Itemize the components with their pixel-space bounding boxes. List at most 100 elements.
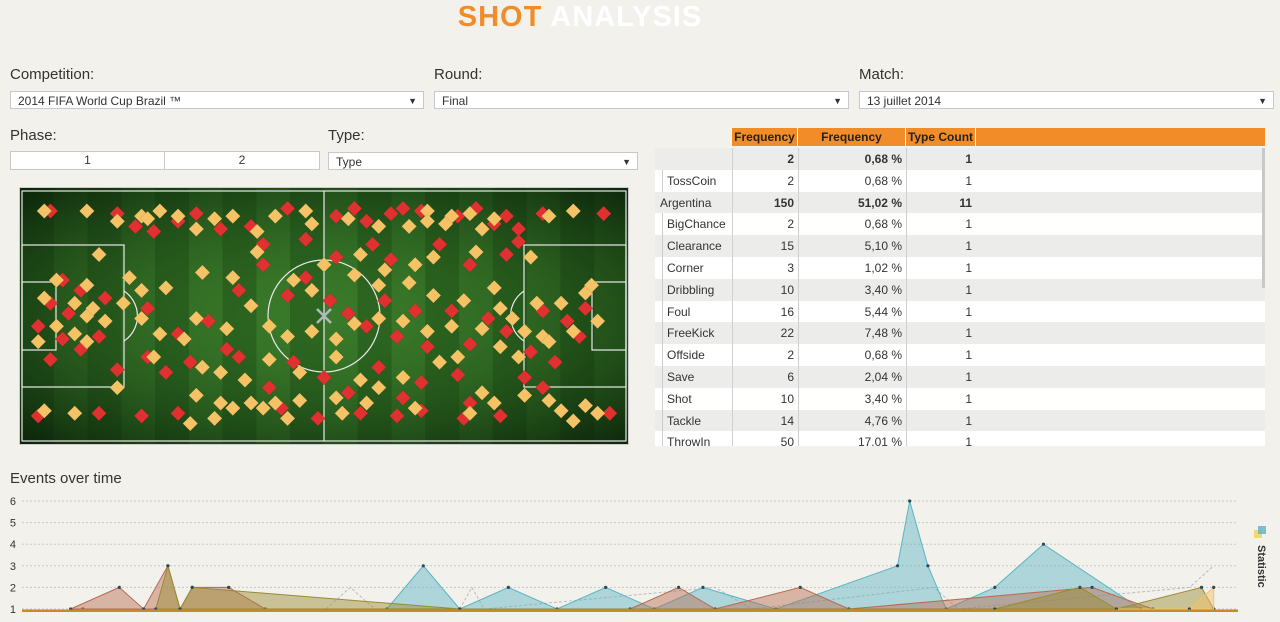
event-marker-red[interactable] bbox=[133, 407, 150, 424]
event-marker-yellow[interactable] bbox=[474, 221, 490, 237]
data-point[interactable] bbox=[993, 585, 997, 589]
event-marker-red[interactable] bbox=[413, 374, 430, 391]
event-marker-yellow[interactable] bbox=[224, 400, 241, 417]
event-marker-yellow[interactable] bbox=[303, 215, 320, 232]
round-select[interactable]: Final ▼ bbox=[434, 91, 849, 109]
event-marker-yellow[interactable] bbox=[188, 310, 205, 327]
table-row[interactable]: Clearance 15 5,10 % 1 bbox=[655, 235, 1265, 258]
event-marker-red[interactable] bbox=[279, 287, 296, 304]
event-marker-yellow[interactable] bbox=[279, 410, 296, 427]
event-marker-red[interactable] bbox=[419, 338, 436, 355]
event-marker-yellow[interactable] bbox=[36, 290, 53, 306]
data-point[interactable] bbox=[1078, 585, 1082, 589]
event-marker-red[interactable] bbox=[188, 205, 205, 222]
event-marker-yellow[interactable] bbox=[370, 310, 387, 327]
event-marker-yellow[interactable] bbox=[316, 256, 332, 273]
event-marker-yellow[interactable] bbox=[158, 279, 174, 296]
event-marker-yellow[interactable] bbox=[352, 246, 369, 263]
event-marker-yellow[interactable] bbox=[419, 323, 436, 340]
event-marker-red[interactable] bbox=[449, 367, 466, 383]
event-marker-yellow[interactable] bbox=[133, 310, 150, 327]
event-marker-red[interactable] bbox=[462, 336, 478, 353]
event-marker-yellow[interactable] bbox=[407, 400, 424, 417]
event-marker-red[interactable] bbox=[97, 290, 113, 306]
event-marker-yellow[interactable] bbox=[437, 215, 454, 232]
event-marker-red[interactable] bbox=[364, 236, 381, 253]
event-marker-red[interactable] bbox=[30, 318, 47, 335]
event-marker-yellow[interactable] bbox=[249, 223, 265, 240]
event-marker-red[interactable] bbox=[231, 349, 247, 365]
event-marker-yellow[interactable] bbox=[109, 213, 126, 230]
event-marker-yellow[interactable] bbox=[541, 333, 557, 350]
event-marker-yellow[interactable] bbox=[431, 354, 448, 370]
event-marker-yellow[interactable] bbox=[66, 326, 83, 342]
event-marker-yellow[interactable] bbox=[212, 364, 229, 381]
event-marker-red[interactable] bbox=[328, 208, 345, 225]
table-row[interactable]: TossCoin 2 0,68 % 1 bbox=[655, 169, 1265, 192]
event-marker-red[interactable] bbox=[395, 200, 411, 217]
table-row[interactable]: Dribbling 10 3,40 % 1 bbox=[655, 278, 1265, 301]
event-marker-yellow[interactable] bbox=[85, 300, 101, 317]
event-marker-yellow[interactable] bbox=[30, 333, 47, 350]
data-point[interactable] bbox=[701, 585, 705, 589]
event-marker-yellow[interactable] bbox=[176, 331, 193, 347]
table-scrollbar[interactable] bbox=[1262, 148, 1265, 288]
table-row[interactable]: Save 6 2,04 % 1 bbox=[655, 366, 1265, 388]
event-marker-red[interactable] bbox=[370, 359, 387, 376]
data-point[interactable] bbox=[421, 564, 425, 568]
match-select[interactable]: 13 juillet 2014 ▼ bbox=[859, 91, 1274, 109]
data-point[interactable] bbox=[798, 585, 802, 589]
event-marker-yellow[interactable] bbox=[589, 405, 606, 422]
event-marker-yellow[interactable] bbox=[48, 318, 65, 335]
data-point[interactable] bbox=[926, 564, 930, 568]
event-marker-red[interactable] bbox=[322, 292, 338, 309]
event-marker-red[interactable] bbox=[462, 256, 478, 273]
event-marker-red[interactable] bbox=[42, 351, 59, 368]
event-marker-red[interactable] bbox=[383, 205, 399, 222]
event-marker-red[interactable] bbox=[577, 300, 594, 317]
event-marker-yellow[interactable] bbox=[36, 203, 53, 219]
event-marker-red[interactable] bbox=[480, 310, 497, 327]
event-marker-yellow[interactable] bbox=[303, 323, 320, 340]
table-row[interactable]: BigChance 2 0,68 % 1 bbox=[655, 213, 1265, 236]
event-marker-red[interactable] bbox=[498, 246, 515, 263]
event-marker-red[interactable] bbox=[389, 328, 405, 345]
event-marker-yellow[interactable] bbox=[255, 400, 272, 417]
event-marker-yellow[interactable] bbox=[455, 292, 472, 309]
event-marker-yellow[interactable] bbox=[522, 249, 539, 265]
data-point[interactable] bbox=[1041, 542, 1046, 546]
event-marker-yellow[interactable] bbox=[492, 300, 509, 317]
event-marker-red[interactable] bbox=[316, 369, 332, 386]
event-marker-yellow[interactable] bbox=[462, 205, 478, 222]
event-marker-red[interactable] bbox=[498, 323, 515, 340]
event-marker-yellow[interactable] bbox=[66, 405, 83, 422]
event-marker-red[interactable] bbox=[91, 405, 107, 422]
event-marker-yellow[interactable] bbox=[401, 218, 417, 235]
event-marker-yellow[interactable] bbox=[346, 315, 363, 332]
event-marker-yellow[interactable] bbox=[565, 203, 582, 219]
event-marker-yellow[interactable] bbox=[48, 272, 65, 289]
event-marker-red[interactable] bbox=[383, 251, 399, 268]
event-marker-red[interactable] bbox=[535, 379, 551, 396]
event-marker-yellow[interactable] bbox=[486, 210, 503, 227]
data-point[interactable] bbox=[190, 585, 194, 589]
event-marker-yellow[interactable] bbox=[237, 372, 253, 388]
event-marker-yellow[interactable] bbox=[224, 269, 241, 286]
event-marker-red[interactable] bbox=[158, 364, 174, 381]
event-marker-red[interactable] bbox=[139, 300, 156, 317]
event-marker-yellow[interactable] bbox=[328, 390, 345, 406]
event-marker-yellow[interactable] bbox=[206, 210, 223, 227]
event-marker-yellow[interactable] bbox=[97, 313, 113, 329]
event-marker-yellow[interactable] bbox=[36, 402, 53, 419]
header-type-count[interactable]: Type Count bbox=[906, 128, 976, 146]
table-row[interactable]: 2 0,68 % 1 bbox=[655, 148, 1265, 170]
event-marker-red[interactable] bbox=[297, 269, 314, 286]
event-marker-yellow[interactable] bbox=[328, 331, 345, 347]
event-marker-yellow[interactable] bbox=[486, 279, 503, 296]
event-marker-yellow[interactable] bbox=[267, 208, 284, 225]
competition-select[interactable]: 2014 FIFA World Cup Brazil ™ ▼ bbox=[10, 91, 424, 109]
event-marker-yellow[interactable] bbox=[407, 256, 424, 273]
data-point[interactable] bbox=[1212, 585, 1216, 589]
event-marker-yellow[interactable] bbox=[182, 415, 199, 432]
event-marker-yellow[interactable] bbox=[151, 326, 168, 342]
